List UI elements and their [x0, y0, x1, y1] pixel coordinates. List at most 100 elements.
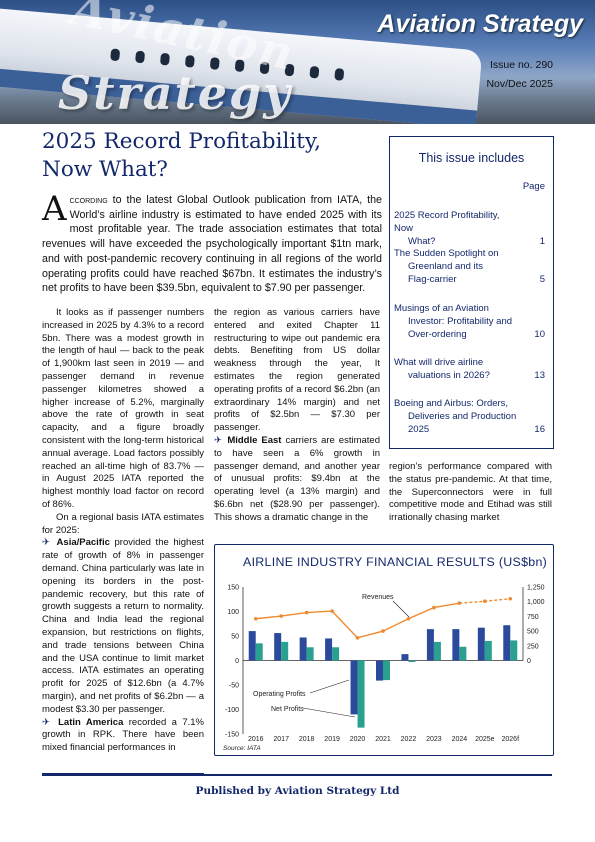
bar-operating — [350, 660, 358, 715]
toc-line: 2025 — [408, 424, 430, 435]
column-1: It looks as if passenger numbers increas… — [42, 307, 204, 755]
plane-bullet-icon: ✈ — [42, 537, 52, 549]
legend-revenues: Revenues — [362, 594, 394, 601]
toc-page: 5 — [539, 274, 545, 285]
x-tick-label: 2018 — [299, 736, 315, 743]
toc-item[interactable]: 2025 Record Profitability, Now What? 1 — [394, 209, 545, 248]
legend-pointer — [302, 707, 356, 718]
toc-page: 13 — [534, 370, 545, 381]
legend-pointer — [309, 679, 350, 694]
footer-rule — [42, 774, 552, 776]
bar-net — [510, 640, 518, 661]
paragraph: On a regional basis IATA estimates for 2… — [42, 511, 204, 536]
revenue-point — [508, 596, 513, 601]
y-tick-label-right: 1,250 — [527, 585, 545, 592]
bar-operating — [426, 629, 434, 661]
legend-operating-profits: Operating Profits — [253, 691, 306, 698]
paragraph: It looks as if passenger numbers increas… — [42, 307, 204, 510]
revenue-point — [355, 636, 360, 640]
footer-text: Published by Aviation Strategy Ltd — [195, 785, 400, 797]
article-headline: 2025 Record Profitability, Now What? — [42, 129, 321, 182]
toc-line: Greenland and its — [408, 261, 483, 272]
plane-bullet-icon: ✈ — [42, 716, 53, 728]
sidebar-title: This issue includes — [418, 151, 525, 165]
revenue-point — [406, 616, 411, 621]
legend-net-profits: Net Profits — [271, 706, 304, 713]
window-shape — [135, 50, 146, 64]
bar-operating — [325, 638, 333, 661]
bar-net — [433, 641, 441, 661]
issue-number: Issue no. 290 — [489, 59, 553, 71]
y-tick-label-right: 750 — [527, 614, 539, 621]
x-tick-label: 2022 — [401, 736, 417, 743]
toc-item[interactable]: Musings of an Aviation Investor: Profitab… — [394, 302, 545, 341]
toc-line: Over-ordering — [408, 329, 467, 340]
latam-label: Latin America — [58, 716, 124, 728]
toc-line: Musings of an Aviation — [394, 303, 489, 314]
x-tick-label: 2021 — [375, 736, 391, 743]
revenue-point — [279, 614, 283, 618]
latam-text: recorded a 7.1% growth in RPK. There hav… — [42, 716, 204, 754]
legend-pointer — [392, 600, 410, 618]
toc-page: 10 — [534, 329, 545, 340]
lead-text: to the latest Global Outlook publication… — [42, 194, 382, 295]
x-tick-label: 2026f — [502, 736, 520, 743]
y-tick-label-left: 0 — [235, 658, 239, 665]
toc-line: 2025 Record Profitability, Now — [394, 210, 500, 234]
bar-net — [459, 646, 467, 661]
revenue-point — [304, 610, 309, 615]
y-tick-label-left: -50 — [229, 683, 239, 690]
latam-paragraph: ✈ Latin America recorded a 7.1% growth i… — [42, 717, 204, 755]
financial-results-chart: AIRLINE INDUSTRY FINANCIAL RESULTS (US$b… — [214, 544, 554, 756]
contents-sidebar: This issue includes Page 2025 Record Pro… — [389, 136, 554, 449]
toc-item[interactable]: Boeing and Airbus: Orders, Deliveries and… — [394, 397, 545, 436]
x-tick-label: 2020 — [350, 736, 366, 743]
window-shape — [309, 65, 320, 79]
bar-operating — [452, 629, 460, 661]
revenue-point — [253, 616, 258, 621]
asia-paragraph: ✈ Asia/Pacific provided the highest rate… — [42, 537, 204, 716]
window-shape — [110, 48, 121, 62]
y-tick-label-right: 250 — [527, 643, 539, 650]
bar-operating — [376, 660, 383, 681]
toc-line: The Sudden Spotlight on — [394, 248, 499, 259]
toc-line: Deliveries and Production — [408, 411, 517, 422]
toc-item[interactable]: What will drive airline valuations in 202… — [394, 356, 545, 382]
column-2: the region as various carriers have ente… — [214, 307, 380, 525]
bar-operating — [503, 625, 511, 661]
revenue-point — [483, 599, 487, 604]
chart-source: Source: IATA — [223, 745, 261, 752]
y-tick-label-left: -100 — [225, 707, 239, 714]
toc-item[interactable]: The Sudden Spotlight on Greenland and its… — [394, 247, 545, 286]
masthead-title: Aviation Strategy — [377, 10, 583, 38]
bar-operating — [477, 627, 485, 661]
x-tick-label: 2017 — [273, 736, 289, 743]
bar-net — [357, 660, 365, 728]
bar-net — [306, 647, 314, 661]
bar-net — [281, 641, 289, 661]
column-3: region’s performance compared with the s… — [389, 461, 552, 525]
y-tick-label-left: 50 — [231, 634, 239, 641]
revenue-point — [432, 605, 436, 610]
x-tick-label: 2025e — [475, 736, 495, 743]
asia-text: provided the highest rate of growth of 8… — [42, 537, 204, 715]
chart-title: AIRLINE INDUSTRY FINANCIAL RESULTS (US$b… — [243, 555, 548, 569]
y-tick-label-right: 0 — [527, 658, 531, 665]
revenue-point — [381, 629, 385, 633]
page-header: Page — [522, 181, 545, 192]
lead-smallcaps: ccording — [69, 194, 108, 206]
bar-operating — [401, 654, 409, 661]
bar-net — [383, 660, 390, 681]
toc-line: Investor: Profitability and — [408, 316, 513, 327]
toc-line: What? — [408, 236, 436, 247]
bar-net — [332, 647, 340, 661]
middle-east-paragraph: ✈ Middle East carriers are estimated to … — [214, 435, 380, 525]
x-tick-label: 2024 — [452, 736, 468, 743]
chart-canvas: 150100500-50-100-1501,2501,0007505002500… — [223, 585, 545, 753]
bar-net — [408, 660, 416, 662]
paragraph: the region as various carriers have ente… — [214, 307, 380, 434]
issue-info: Issue no. 290 Nov/Dec 2025 — [486, 56, 553, 94]
bar-net — [255, 643, 263, 661]
revenue-point — [457, 601, 462, 605]
